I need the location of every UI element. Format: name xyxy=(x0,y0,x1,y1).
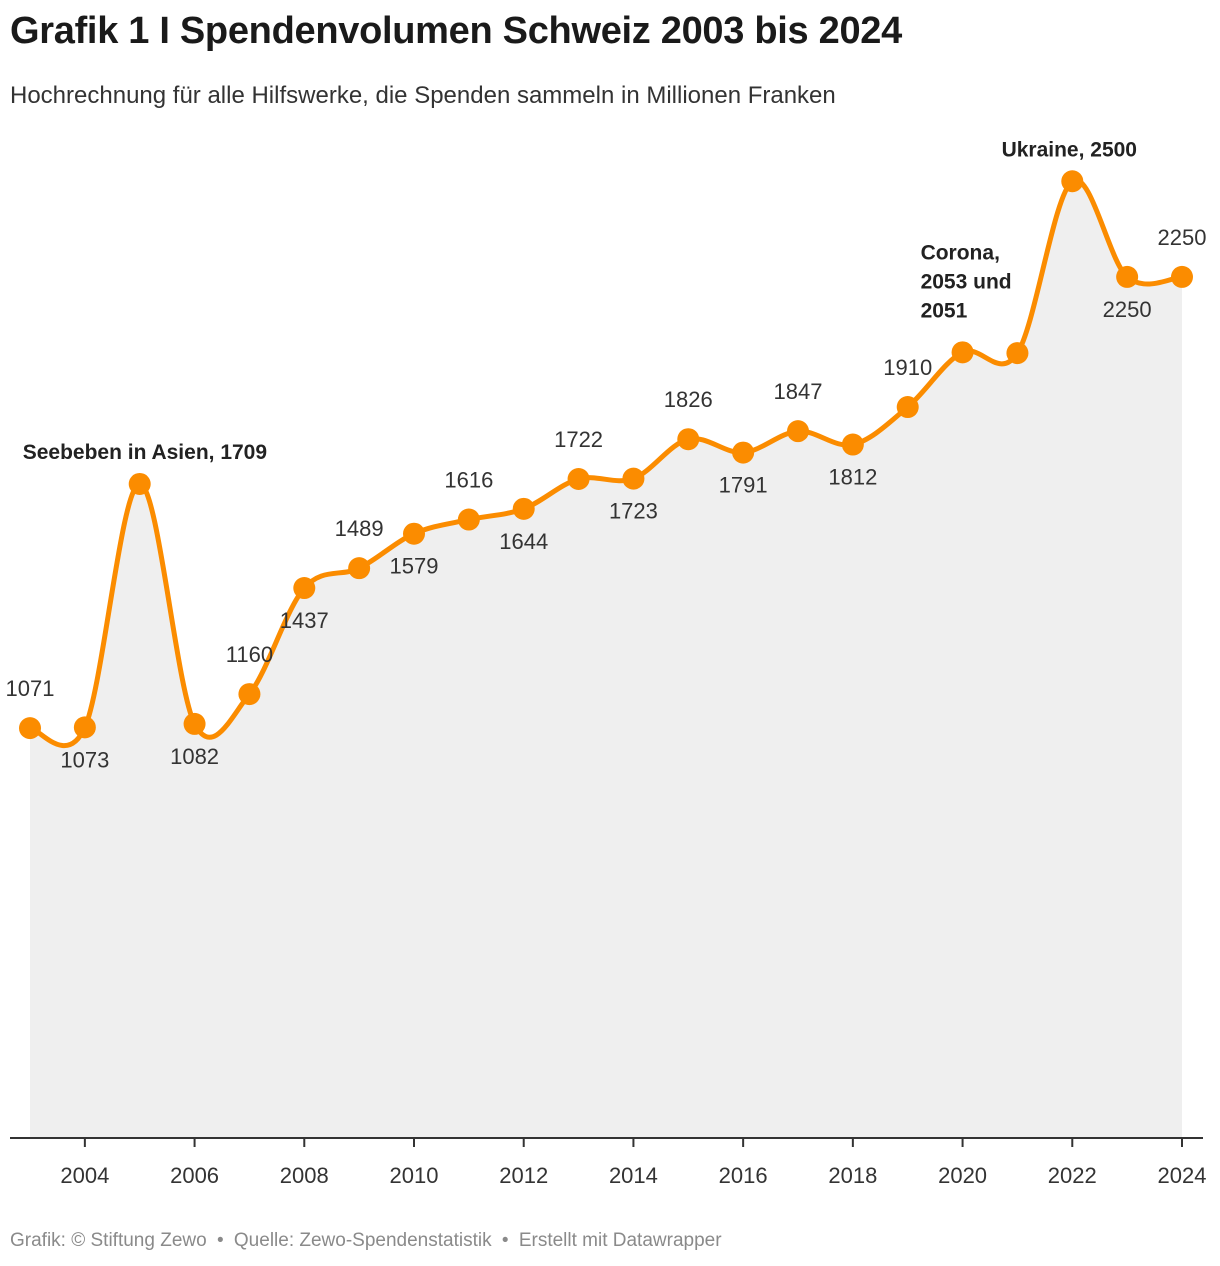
data-label: 1910 xyxy=(883,355,932,380)
data-label: 1160 xyxy=(226,642,273,667)
data-point-2010 xyxy=(403,522,425,545)
x-tick-label: 2004 xyxy=(60,1163,109,1188)
annotation-label: Corona, xyxy=(921,241,1000,264)
data-label: 1826 xyxy=(664,387,713,412)
data-point-2015 xyxy=(677,428,700,451)
data-point-2018 xyxy=(841,433,864,456)
data-label: 1082 xyxy=(170,744,219,769)
data-point-2014 xyxy=(622,467,645,490)
data-point-2021 xyxy=(1006,342,1029,365)
chart-title: Grafik 1 I Spendenvolumen Schweiz 2003 b… xyxy=(10,10,902,52)
x-tick-label: 2024 xyxy=(1158,1163,1207,1188)
data-point-2024 xyxy=(1171,265,1193,288)
data-point-2003 xyxy=(19,717,41,740)
data-point-2020 xyxy=(951,341,974,364)
annotation-label: Seebeben in Asien, 1709 xyxy=(23,441,267,464)
annotation-label: 2053 und xyxy=(921,270,1012,293)
footer-source: Quelle: Zewo-Spendenstatistik xyxy=(233,1230,492,1251)
x-tick-label: 2012 xyxy=(499,1163,548,1188)
data-label: 2250 xyxy=(1158,225,1207,250)
footer-tool: Erstellt mit Datawrapper xyxy=(518,1230,722,1251)
data-label: 1723 xyxy=(609,499,658,524)
footer-credit: Grafik: © Stiftung Zewo xyxy=(10,1230,207,1251)
chart-subtitle: Hochrechnung für alle Hilfswerke, die Sp… xyxy=(10,82,836,109)
data-label: 1812 xyxy=(828,465,877,490)
annotation-label: 2051 xyxy=(921,299,968,322)
x-tick-label: 2016 xyxy=(719,1163,768,1188)
x-tick-label: 2010 xyxy=(390,1163,439,1188)
data-point-2008 xyxy=(293,577,316,600)
data-label: 2250 xyxy=(1103,297,1152,322)
data-label: 1579 xyxy=(390,554,439,579)
x-tick-label: 2006 xyxy=(170,1163,219,1188)
data-label: 1722 xyxy=(554,427,603,452)
x-tick-label: 2020 xyxy=(938,1163,987,1188)
data-point-2017 xyxy=(787,420,809,443)
data-label: 1437 xyxy=(280,608,329,633)
data-label: 1616 xyxy=(444,468,493,493)
data-label: 1644 xyxy=(499,529,548,554)
x-tick-label: 2022 xyxy=(1048,1163,1097,1188)
data-point-2009 xyxy=(348,557,371,580)
data-label: 1791 xyxy=(719,473,768,498)
area-fill xyxy=(30,180,1182,1138)
data-point-2011 xyxy=(457,508,480,531)
footer-separator: • xyxy=(501,1230,509,1251)
data-label: 1073 xyxy=(60,747,109,772)
data-point-2019 xyxy=(896,396,919,419)
footer-separator: • xyxy=(216,1230,224,1251)
data-point-2016 xyxy=(732,441,755,464)
data-point-2004 xyxy=(73,716,96,739)
data-label: 1847 xyxy=(774,379,823,404)
data-label: 1071 xyxy=(6,676,55,701)
x-tick-label: 2008 xyxy=(280,1163,329,1188)
data-point-2012 xyxy=(512,497,535,520)
x-tick-label: 2018 xyxy=(828,1163,877,1188)
data-point-2006 xyxy=(183,712,206,735)
data-point-2023 xyxy=(1116,265,1139,288)
data-point-2022 xyxy=(1061,170,1084,193)
data-label: 1489 xyxy=(335,516,384,541)
annotation-label: Ukraine, 2500 xyxy=(1002,138,1137,161)
data-point-2013 xyxy=(567,467,590,490)
line-chart: 2004 2006 2008 2010 2012 2014 2016 2018 2020 2022… xyxy=(6,138,1207,1188)
chart-footer: Grafik: © Stiftung Zewo • Quelle: Zewo-S… xyxy=(10,1230,722,1252)
x-tick-label: 2014 xyxy=(609,1163,658,1188)
data-point-2007 xyxy=(238,683,261,706)
data-point-2005 xyxy=(128,472,151,495)
